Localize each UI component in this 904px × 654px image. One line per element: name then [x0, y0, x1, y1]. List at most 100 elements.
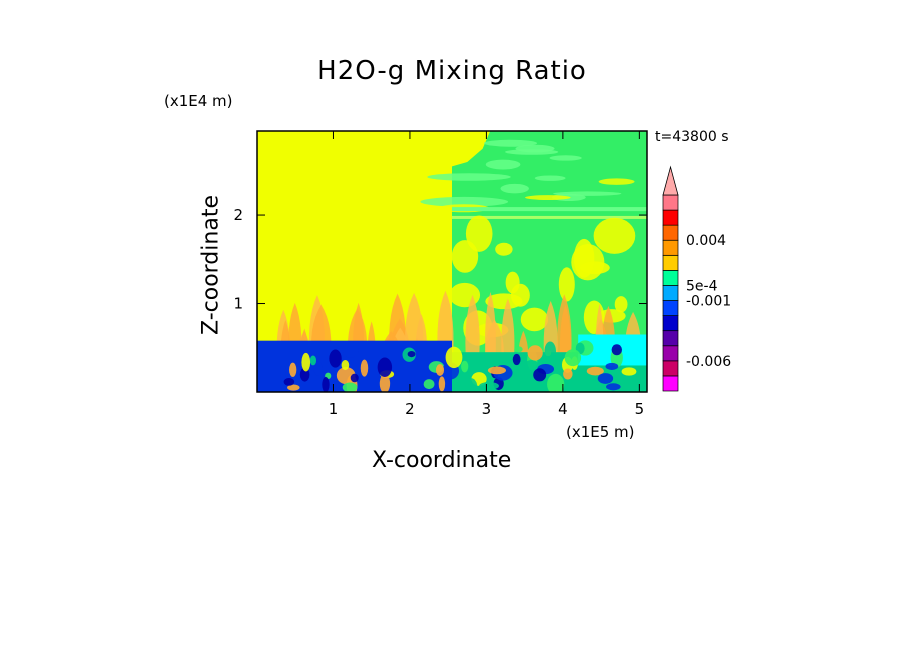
- x-ticks: 1 2 3 4 5: [329, 131, 644, 418]
- field-eddy: [564, 349, 582, 367]
- field-eddy: [350, 373, 359, 383]
- field-eddy: [445, 346, 463, 369]
- field-eddy: [479, 381, 499, 390]
- field-blob: [505, 271, 520, 294]
- field-streak: [505, 149, 559, 155]
- x-tick-label: 2: [405, 400, 415, 418]
- field-band: [452, 207, 647, 212]
- field-eddy: [280, 365, 287, 379]
- colorbar-segment: [662, 209, 679, 226]
- field-eddy: [621, 367, 637, 376]
- field-blob: [614, 296, 628, 313]
- field-eddy: [301, 352, 311, 372]
- colorbar-label: 0.004: [686, 233, 726, 249]
- colorbar-segment: [662, 330, 679, 347]
- field-streak: [485, 159, 521, 170]
- field-blob: [558, 267, 575, 302]
- field-plume: [485, 291, 496, 366]
- field-eddy: [487, 366, 506, 375]
- field-streak: [534, 175, 566, 181]
- field-streak: [549, 155, 582, 161]
- field-eddy: [461, 360, 469, 373]
- x-axis-unit: (x1E5 m): [566, 423, 635, 441]
- field-eddy: [465, 378, 478, 392]
- colorbar-label: 5e-4: [686, 278, 718, 294]
- field-eddy: [435, 364, 445, 376]
- colorbar-segment: [662, 239, 679, 256]
- field-eddy: [377, 357, 393, 377]
- y-ticks: 12: [233, 206, 647, 313]
- y-axis-unit: (x1E4 m): [164, 92, 233, 110]
- field-eddy: [605, 362, 619, 370]
- field-eddy: [329, 349, 342, 368]
- field-eddy: [341, 360, 350, 371]
- colorbar-segment: [662, 345, 679, 362]
- colorbar-extension: [662, 165, 679, 196]
- x-tick-label: 4: [558, 400, 568, 418]
- field-eddy: [379, 373, 391, 392]
- field-eddy: [313, 361, 323, 376]
- field-blob: [449, 282, 481, 308]
- field-eddy: [287, 384, 300, 391]
- field-eddy: [336, 367, 356, 385]
- chart-title: H2O-g Mixing Ratio: [317, 56, 587, 86]
- field-eddy: [322, 377, 330, 392]
- field-streak: [500, 183, 529, 194]
- field-eddy: [514, 346, 523, 353]
- field-blob: [593, 217, 636, 254]
- field-eddy: [586, 366, 604, 376]
- y-tick-label: 1: [233, 295, 243, 313]
- field-eddy: [544, 341, 556, 362]
- x-tick-label: 1: [329, 400, 339, 418]
- heatmap-field: [257, 131, 647, 392]
- field-eddy: [360, 359, 369, 377]
- field-blob: [485, 293, 523, 310]
- field-streak: [483, 139, 538, 147]
- plot-frame: [256, 130, 648, 393]
- time-label: t=43800 s: [655, 129, 729, 145]
- field-streak: [525, 195, 571, 201]
- colorbar-segment: [662, 224, 679, 241]
- colorbar-segment: [662, 360, 679, 377]
- field-eddy: [423, 379, 435, 390]
- field-streak: [598, 178, 635, 185]
- x-tick-label: 3: [482, 400, 492, 418]
- field-eddy: [527, 345, 543, 361]
- field-eddy: [309, 355, 317, 366]
- field-eddy: [342, 382, 358, 392]
- field-eddy: [407, 350, 416, 358]
- field-eddy: [438, 376, 446, 392]
- x-tick-label: 5: [635, 400, 645, 418]
- field-streak: [420, 196, 509, 207]
- field-eddy: [533, 368, 547, 382]
- field-eddy: [606, 383, 621, 391]
- colorbar-segment: [662, 194, 679, 211]
- colorbar-segment: [662, 300, 679, 316]
- field-plume: [465, 294, 480, 366]
- field-blob: [465, 215, 493, 252]
- field-eddy: [342, 341, 359, 358]
- field-plume: [501, 298, 515, 366]
- field-streak: [427, 173, 511, 181]
- field-eddy: [563, 368, 573, 380]
- colorbar-label: -0.001: [686, 294, 731, 310]
- colorbar-segment: [662, 254, 679, 271]
- field-plume: [559, 304, 571, 366]
- field-eddy: [611, 344, 623, 356]
- field-intrusion: [452, 131, 491, 167]
- field-eddy: [512, 353, 521, 366]
- colorbar-label: -0.006: [686, 354, 731, 370]
- field-eddy: [283, 377, 295, 386]
- field-eddy: [524, 359, 539, 371]
- x-axis-label: X-coordinate: [372, 448, 512, 473]
- field-band: [452, 215, 647, 219]
- y-tick-label: 2: [233, 206, 243, 224]
- field-blob: [451, 240, 479, 273]
- colorbar-segment: [662, 315, 679, 332]
- field-eddy: [597, 373, 614, 384]
- colorbar-segment: [662, 270, 679, 286]
- field-blob: [520, 307, 549, 332]
- colorbar-segment: [662, 375, 679, 392]
- field-blob: [495, 242, 513, 256]
